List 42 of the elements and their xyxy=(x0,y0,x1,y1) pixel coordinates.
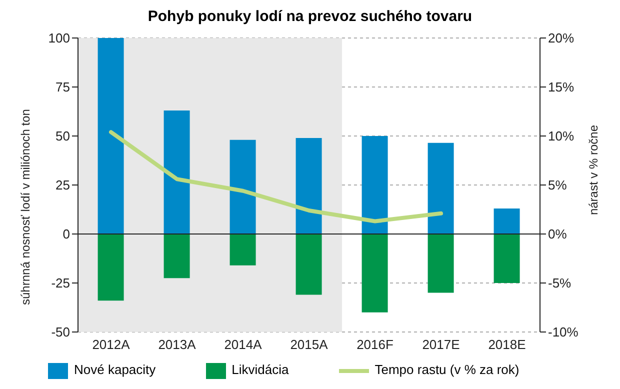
legend-label: Tempo rastu (v % za rok) xyxy=(374,362,520,379)
bar xyxy=(296,138,322,234)
y-tick-label: -25 xyxy=(51,276,70,291)
bar xyxy=(428,142,454,234)
chart-title: Pohyb ponuky lodí na prevoz suchého tovaru xyxy=(146,8,474,27)
y-tick-label: 100 xyxy=(48,30,70,46)
bar xyxy=(362,136,388,234)
x-tick-label: 2018E xyxy=(488,337,526,352)
bar xyxy=(494,234,520,283)
y2-tick-label: -10% xyxy=(548,324,579,340)
y2-tick-label: 0% xyxy=(548,226,568,242)
line-series xyxy=(109,130,443,224)
bar xyxy=(296,234,322,295)
legend-label: Likvidácia xyxy=(230,362,289,379)
bar xyxy=(230,234,256,266)
y-tick-label: 0 xyxy=(62,226,70,242)
bar xyxy=(98,234,124,301)
bar xyxy=(98,38,124,234)
x-tick-label: 2012A xyxy=(92,337,130,352)
y-tick-label: 50 xyxy=(56,128,70,144)
y2-tick-label: -5% xyxy=(548,276,572,291)
bar xyxy=(164,234,190,278)
bar xyxy=(494,208,520,234)
y-axis-title: súhrnná nosnosť lodí v miliónoch ton xyxy=(18,109,32,305)
bar xyxy=(362,234,388,312)
bar xyxy=(164,110,190,234)
y2-axis-title: nárast v % ročne xyxy=(586,124,600,216)
x-tick-label: 2013A xyxy=(158,337,196,352)
bar xyxy=(230,140,256,234)
y2-tick-label: 5% xyxy=(548,178,568,193)
x-tick-label: 2016F xyxy=(356,337,394,352)
y2-tick-label: 10% xyxy=(548,128,574,144)
y2-tick-label: 15% xyxy=(548,80,574,95)
x-tick-label: 2017E xyxy=(422,337,460,352)
x-tick-label: 2014A xyxy=(224,337,262,352)
legend-label: Nové kapacity xyxy=(73,362,156,379)
y-tick-label: -50 xyxy=(51,324,70,340)
x-tick-label: 2015A xyxy=(290,337,328,352)
y2-tick-label: 20% xyxy=(548,30,574,46)
y-tick-label: 75 xyxy=(56,80,70,95)
y-tick-label: 25 xyxy=(56,178,70,193)
bar xyxy=(428,234,454,293)
